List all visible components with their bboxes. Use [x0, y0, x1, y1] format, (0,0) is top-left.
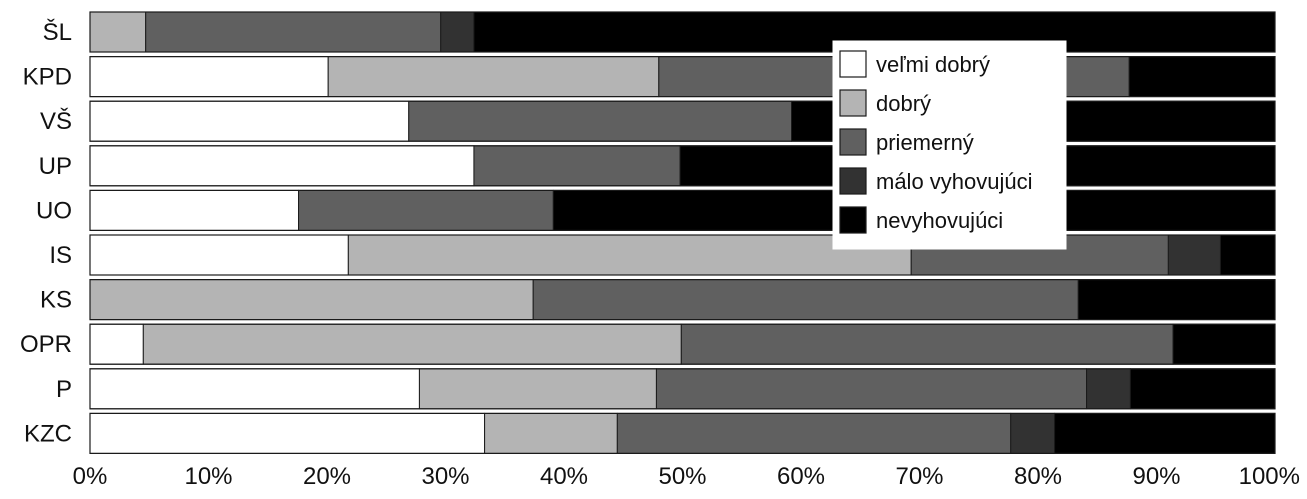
bar-segment-9-1: [484, 412, 618, 454]
bar-segment-5-3: [1167, 234, 1221, 276]
bar-outline-4: [89, 189, 1276, 231]
legend-label-0: veľmi dobrý: [876, 52, 990, 77]
bar-outline-0: [89, 11, 1276, 53]
x-tick-label-7: 70%: [895, 463, 943, 490]
bar-segment-0-3: [440, 11, 475, 53]
x-tick-label-5: 50%: [658, 463, 706, 490]
bar-segment-6-1: [89, 279, 534, 321]
x-tick-label-2: 20%: [303, 463, 351, 490]
bars-layer: [89, 11, 1276, 454]
x-tick-label-6: 60%: [777, 463, 825, 490]
bar-segment-6-2: [532, 279, 1079, 321]
bar-segment-2-0: [89, 100, 410, 142]
legend-swatch-0: [839, 50, 867, 78]
legend-box: [832, 40, 1067, 250]
bar-segment-5-4: [1219, 234, 1276, 276]
legend-swatch-2: [839, 128, 867, 156]
bar-outline-1: [89, 55, 1276, 98]
legend-label-1: dobrý: [876, 91, 931, 116]
bar-segment-9-3: [1010, 412, 1056, 454]
bar-segment-7-1: [142, 323, 682, 365]
category-label-4: UO: [36, 197, 72, 224]
bar-segment-8-3: [1086, 368, 1131, 410]
x-tick-label-8: 80%: [1014, 463, 1062, 490]
bar-outline-8: [89, 368, 1276, 410]
bar-segment-8-0: [89, 368, 420, 410]
category-labels: ŠL KPD VŠ UP UO IS KS OPR P KZC: [20, 18, 72, 447]
bar-segment-1-1: [327, 56, 660, 98]
bar-segment-7-0: [89, 323, 144, 365]
legend-label-3: málo vyhovujúci: [876, 169, 1033, 194]
bar-segment-5-0: [89, 234, 349, 276]
x-tick-labels: 0% 10% 20% 30% 40% 50% 60% 70% 80% 90% 100%: [73, 463, 1300, 490]
bar-outline-5: [89, 234, 1276, 276]
bar-segment-8-2: [655, 368, 1088, 410]
bar-segment-8-4: [1129, 368, 1276, 410]
bar-segment-9-2: [616, 412, 1012, 454]
x-tick-label-0: 0%: [73, 463, 108, 490]
x-tick-label-3: 30%: [421, 463, 469, 490]
category-label-3: UP: [39, 153, 72, 180]
bar-outline-9: [89, 412, 1276, 454]
bar-segment-3-0: [89, 145, 475, 187]
category-label-2: VŠ: [40, 107, 72, 135]
legend-swatch-1: [839, 89, 867, 117]
bar-segment-0-2: [145, 11, 442, 53]
category-label-8: P: [56, 376, 72, 403]
bar-segment-1-4: [1128, 56, 1276, 98]
bar-segment-9-4: [1054, 412, 1276, 454]
bar-segment-6-4: [1077, 279, 1276, 321]
x-tick-label-1: 10%: [184, 463, 232, 490]
category-label-0: ŠL: [43, 18, 72, 46]
bar-outline-2: [89, 100, 1276, 142]
legend-swatch-4: [839, 206, 867, 234]
bar-segment-1-0: [89, 56, 329, 98]
bar-segment-4-2: [298, 189, 554, 231]
x-tick-label-9: 90%: [1132, 463, 1180, 490]
category-label-5: IS: [49, 242, 72, 269]
category-label-7: OPR: [20, 331, 72, 358]
bar-segment-5-1: [347, 234, 912, 276]
x-tick-label-4: 40%: [540, 463, 588, 490]
legend-label-4: nevyhovujúci: [876, 208, 1003, 233]
legend-swatch-3: [839, 167, 867, 195]
legend-label-2: priemerný: [876, 130, 974, 155]
bar-segment-2-2: [408, 100, 793, 142]
bar-segment-7-4: [1172, 323, 1276, 365]
bar-outline-7: [89, 323, 1276, 365]
bar-outline-3: [89, 145, 1276, 187]
bar-segment-7-2: [680, 323, 1174, 365]
category-label-1: KPD: [23, 64, 72, 91]
bar-segment-8-1: [418, 368, 657, 410]
bar-segment-4-0: [89, 189, 300, 231]
x-tick-label-10: 100%: [1239, 463, 1300, 490]
bar-segment-9-0: [89, 412, 486, 454]
bar-outline-6: [89, 279, 1276, 321]
legend: veľmi dobrý dobrý priemerný málo vyhovujúci…: [832, 40, 1067, 250]
bar-segment-0-1: [89, 11, 147, 53]
category-label-9: KZC: [24, 420, 72, 447]
bar-segment-3-2: [473, 145, 681, 187]
category-label-6: KS: [40, 287, 72, 314]
